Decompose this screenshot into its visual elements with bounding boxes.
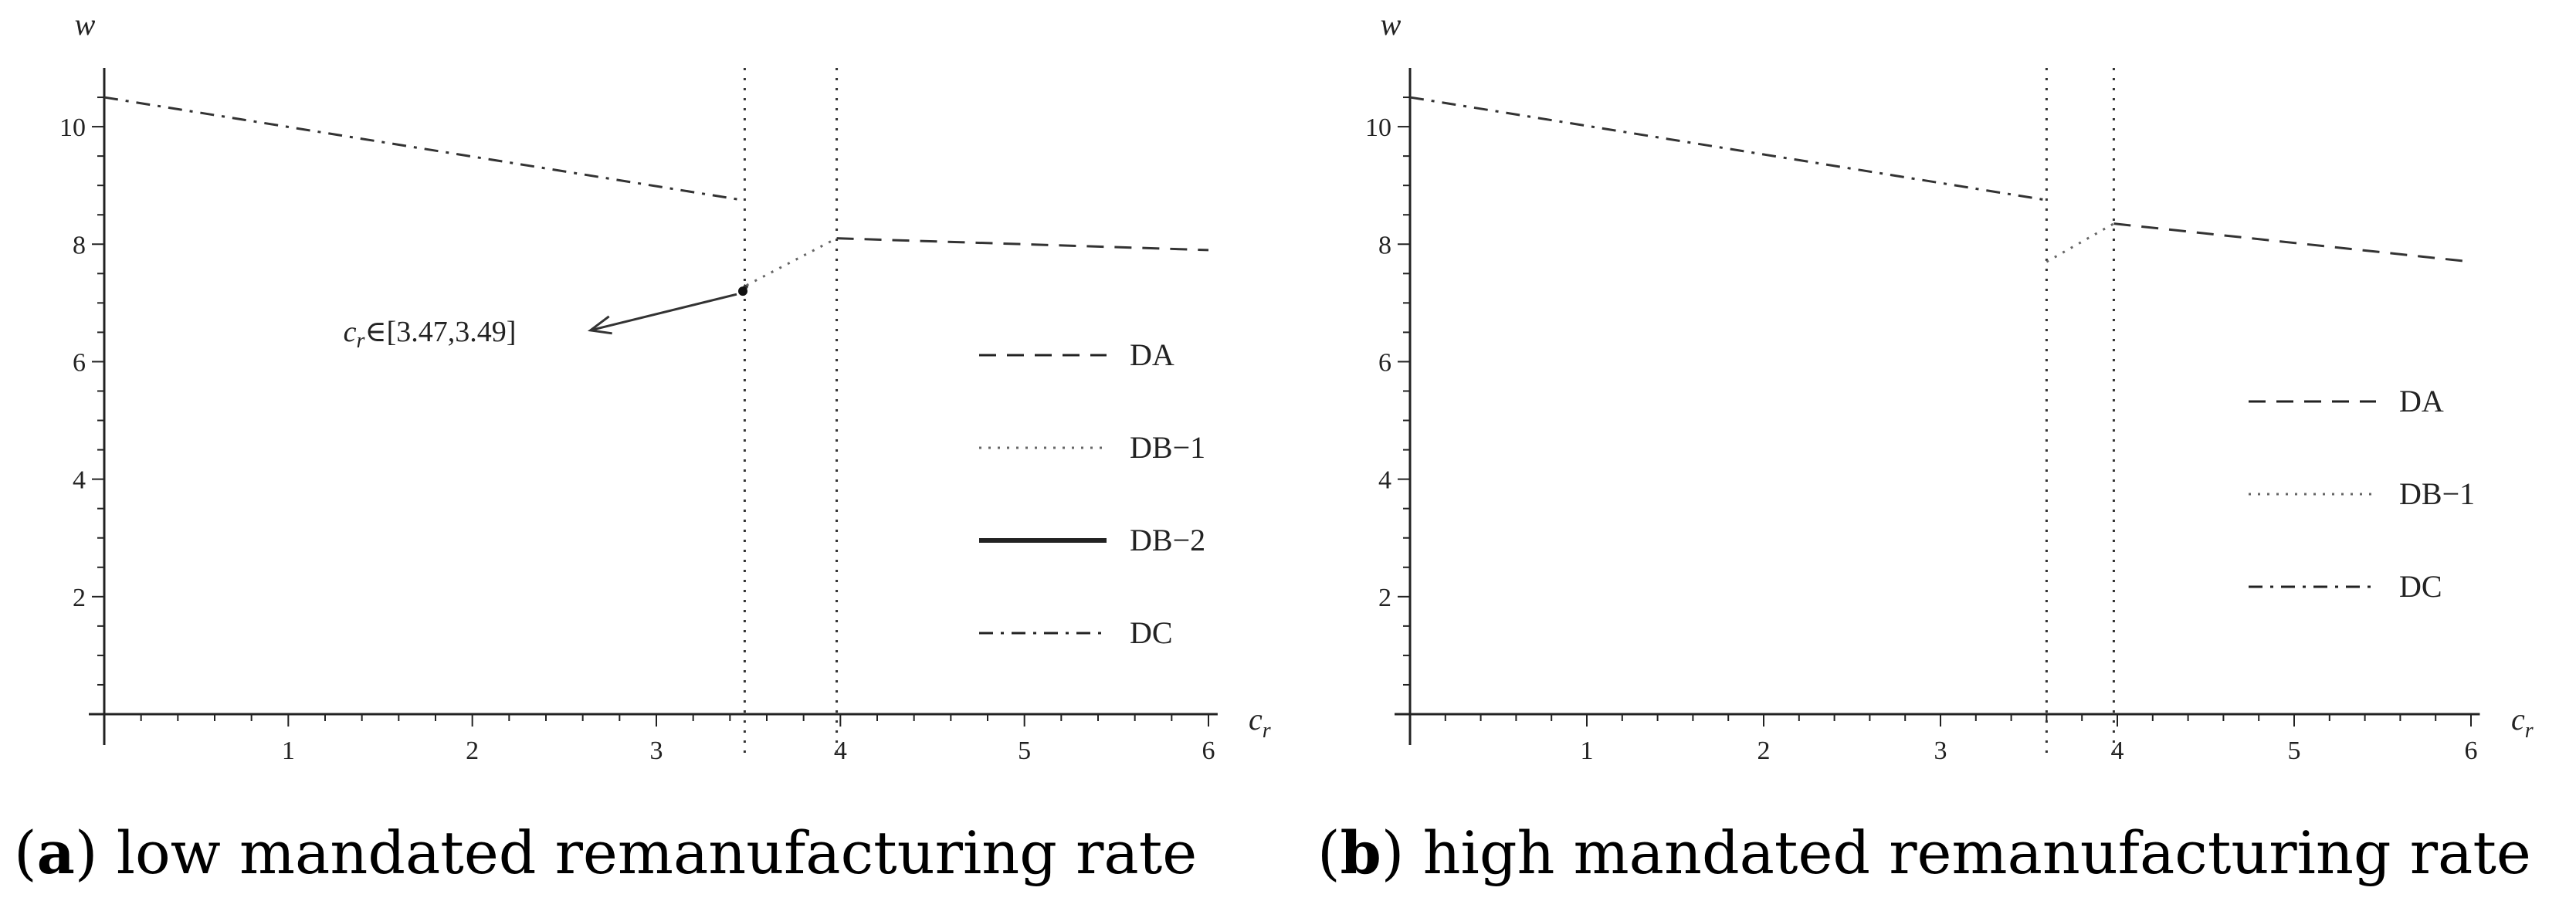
series-dashdot-b [1409,96,2047,202]
y-axis-label-a: w [75,7,96,42]
y-tick-label-a: 6 [73,348,86,377]
x-tick-label-a: 6 [1202,737,1215,765]
legend-label-a: DC [1130,615,1173,650]
caption-b: (b) high mandated remanufacturing rate [1317,818,2531,887]
y-tick-label-a: 8 [73,231,86,259]
chart-b: 1 2 3 4 5 6 2 4 6 8 10 w cr DA DB−1 DC [1365,7,2534,765]
series-dashed-a [836,237,1209,252]
x-tick-label-b: 2 [1757,737,1771,765]
series-dashed-b [2113,222,2472,263]
annotation-label-a: cr∈[3.47,3.49] [344,316,517,353]
x-tick-label-b: 1 [1581,737,1594,765]
chart-a: 1 2 3 4 5 6 2 4 6 8 10 w cr DA DB−1 DB−2 DC cr∈[3.47,3.49… [59,7,1271,765]
x-tick-label-a: 4 [834,737,847,765]
x-tick-label-a: 5 [1018,737,1031,765]
y-tick-label-b: 2 [1378,584,1391,612]
y-tick-label-b: 4 [1378,466,1391,495]
x-tick-label-a: 1 [282,737,295,765]
y-axis-label-b: w [1381,7,1402,42]
x-tick-label-b: 6 [2465,737,2478,765]
annotation-arrow-a [590,293,737,332]
x-tick-label-a: 2 [466,737,479,765]
caption-a: (a) low mandated remanufacturing rate [14,818,1198,887]
x-axis-label-a: cr [1249,702,1271,743]
x-tick-label-a: 3 [650,737,663,765]
series-dotted-a [746,237,838,286]
series-dashdot-a [103,96,744,202]
y-tick-label-a: 2 [73,584,86,612]
caption-b-text: high mandated remanufacturing rate [1422,818,2531,887]
caption-a-text: low mandated remanufacturing rate [116,818,1198,887]
y-tick-label-b: 6 [1378,348,1391,377]
y-tick-label-b: 10 [1365,113,1391,142]
legend-label-b: DC [2399,569,2442,604]
x-tick-label-b: 4 [2111,737,2124,765]
legend-label-a: DA [1130,337,1174,372]
legend-label-a: DB−1 [1130,430,1205,465]
y-tick-label-a: 10 [59,113,86,142]
x-axis-label-b: cr [2511,702,2534,743]
x-tick-label-b: 3 [1934,737,1947,765]
annotation-arrowhead-a [587,315,612,335]
caption-a-letter: a [36,818,75,887]
series-dotted-b [2046,222,2115,263]
chart-panel-a: 1 2 3 4 5 6 2 4 6 8 10 w cr DA DB−1 DB−2 DC cr∈[3.47,3.49… [14,7,1271,887]
y-tick-label-a: 4 [73,466,86,495]
legend-label-a: DB−2 [1130,523,1205,557]
caption-b-letter: b [1340,818,1381,887]
legend-label-b: DB−1 [2399,476,2475,511]
y-tick-label-b: 8 [1378,231,1391,259]
x-tick-label-b: 5 [2288,737,2301,765]
annotation-point-a [738,286,748,296]
chart-panel-b: 1 2 3 4 5 6 2 4 6 8 10 w cr DA DB−1 DC (b) high mandate… [1288,0,2576,901]
legend-label-b: DA [2399,384,2444,418]
